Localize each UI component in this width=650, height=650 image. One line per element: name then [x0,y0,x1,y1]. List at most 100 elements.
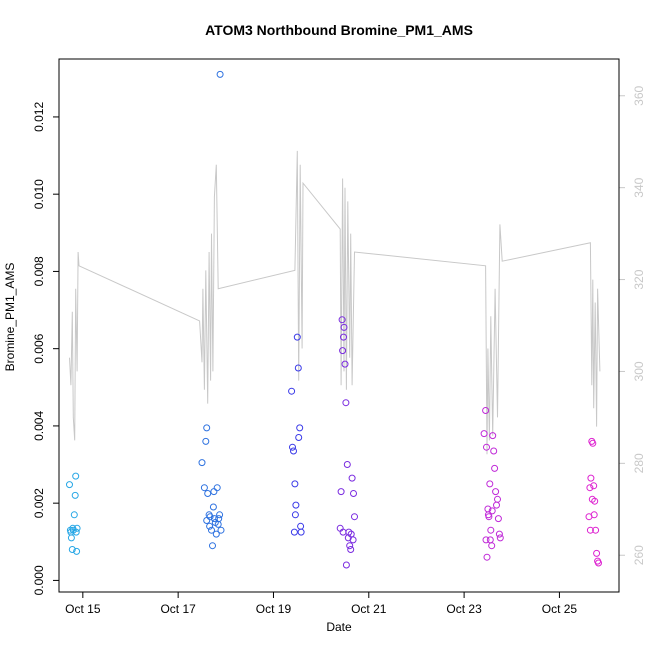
x-tick-label: Oct 23 [446,602,482,616]
data-point [482,407,490,414]
data-point [290,447,297,455]
data-point [484,511,492,519]
data-point [71,491,79,499]
data-point [488,507,496,515]
data-point [589,439,597,447]
data-point [291,480,299,488]
data-point [70,511,78,519]
data-point [68,546,76,553]
data-point [295,434,303,441]
data-point [214,520,222,528]
data-point [66,481,73,489]
data-point [483,553,491,561]
data-point [480,430,488,438]
data-point [210,515,218,523]
data-points [66,70,602,569]
y-tick-label: 0.000 [32,565,46,595]
x-tick-label: Oct 15 [65,602,101,616]
y2-tick-label: 340 [632,177,646,197]
data-point [213,484,221,492]
data-point [217,526,225,534]
y2-tick-label: 260 [632,545,646,565]
x-tick-label: Oct 21 [351,602,387,616]
data-point [296,424,304,432]
data-point [204,490,212,497]
data-point [288,387,296,395]
y-tick-label: 0.010 [32,179,46,209]
axes: Oct 15 Oct 17 Oct 19 Oct 21 Oct 23 Oct 25 0.00… [32,85,646,616]
data-point [486,480,494,488]
data-point [342,561,350,569]
data-point [490,447,498,455]
data-point [212,530,220,538]
data-point [492,488,500,496]
data-point [203,517,211,524]
data-point [483,443,490,451]
secondary-series-line [69,150,601,455]
data-point [216,70,224,78]
data-point [590,511,598,519]
y-tick-label: 0.008 [32,256,46,286]
data-point [67,534,75,542]
data-point [592,526,600,534]
data-point [338,316,346,324]
y2-tick-label: 300 [632,361,646,381]
x-tick-label: Oct 25 [542,602,578,616]
data-point [290,528,298,536]
data-point [482,536,490,544]
data-point [494,495,501,503]
data-point [339,347,347,355]
data-point [496,534,504,542]
data-point [346,542,354,550]
data-point [340,323,348,331]
y-tick-label: 0.006 [32,333,46,363]
y2-tick-label: 360 [632,85,646,105]
y-axis-label: Bromine_PM1_AMS [3,263,17,372]
plot-frame [58,58,620,593]
y-tick-label: 0.002 [32,488,46,518]
data-point [595,559,602,567]
x-axis-label: Date [326,620,352,634]
data-point [209,542,216,550]
data-point [208,526,215,534]
data-point [350,490,357,497]
data-point [348,474,356,482]
data-point [343,461,351,468]
data-point [351,513,358,521]
data-point [202,437,210,445]
data-point [203,424,211,432]
data-point [494,515,502,523]
secondary-line [69,150,601,455]
x-tick-label: Oct 19 [256,602,292,616]
data-point [293,333,301,341]
data-point [495,530,503,538]
data-point [488,542,496,550]
data-point [588,495,596,503]
data-point [340,333,347,341]
data-point [337,488,345,496]
data-point [73,547,81,555]
data-point [586,484,594,492]
data-point [72,472,80,480]
data-point [493,501,500,509]
data-point [73,524,81,532]
y2-tick-label: 280 [632,453,646,473]
data-point [590,482,598,490]
data-point [72,528,80,536]
y-tick-label: 0.012 [32,102,46,132]
data-point [206,522,214,530]
y-tick-label: 0.004 [32,411,46,441]
data-point [347,546,355,553]
data-point [586,526,594,534]
data-point [210,488,218,496]
data-point [292,501,300,509]
data-point [291,511,299,519]
data-point [297,528,305,536]
data-point [491,464,499,472]
data-point [587,474,595,482]
chart-title: ATOM3 Northbound Bromine_PM1_AMS [205,22,473,38]
y2-tick-label: 320 [632,269,646,289]
data-point [486,536,494,544]
data-point [341,360,349,368]
